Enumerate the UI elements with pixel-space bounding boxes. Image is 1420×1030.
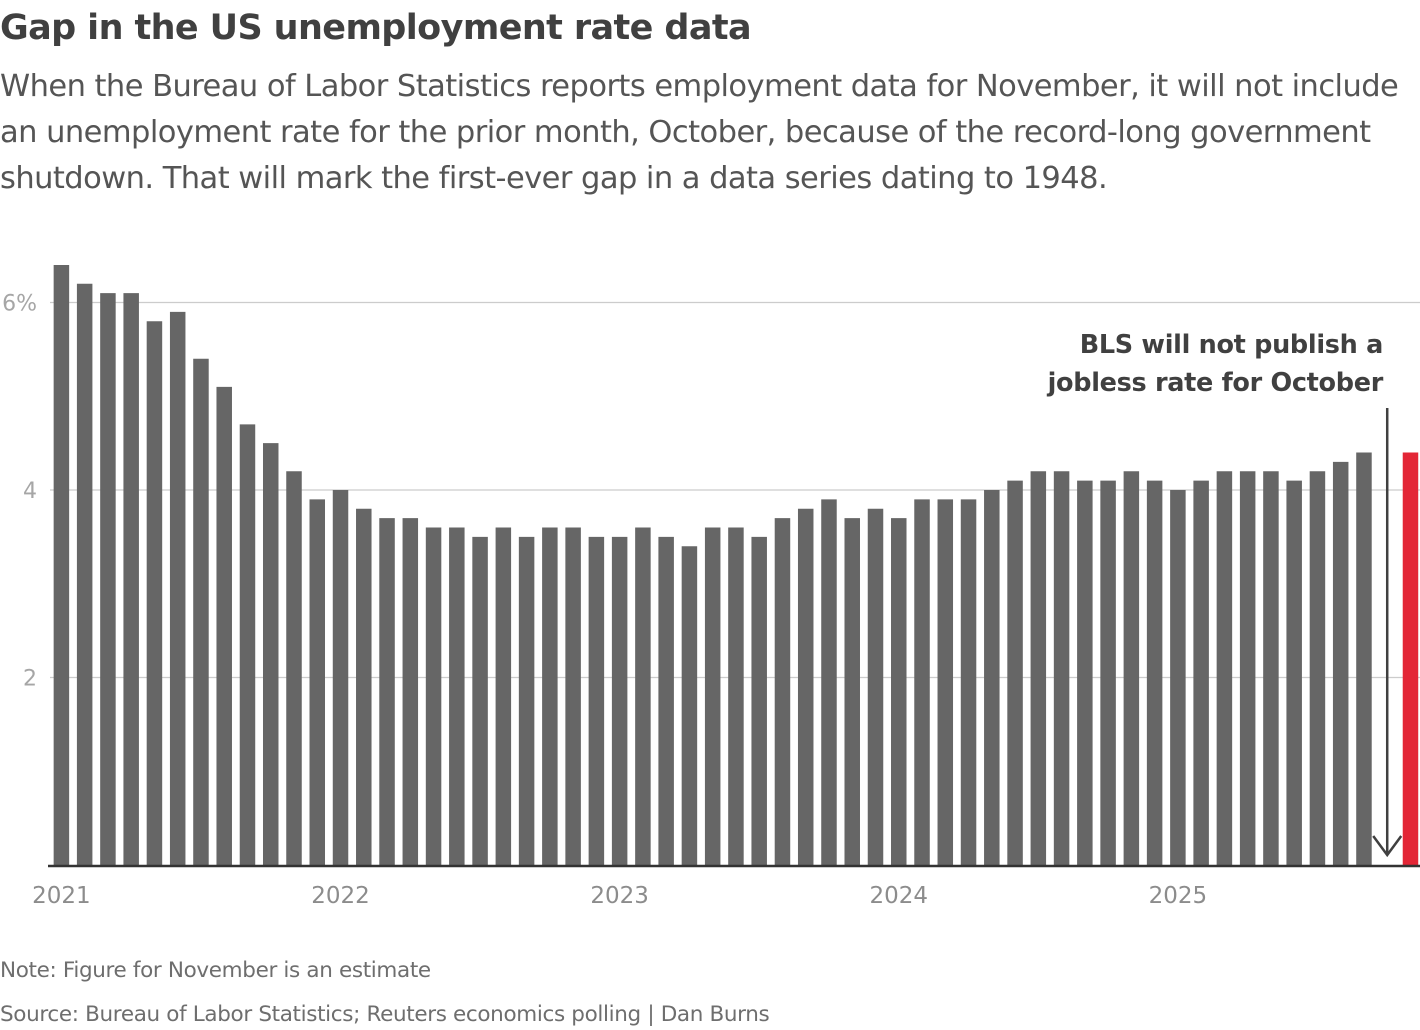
bar-jan-2024 [891, 518, 907, 865]
bar-may-2024 [984, 490, 1000, 865]
bar-dec-2024 [1146, 480, 1163, 865]
x-year-label-2021: 2021 [32, 883, 91, 909]
bar-apr-2025 [1239, 471, 1256, 865]
bar-jul-2022 [472, 536, 488, 865]
x-year-label-2023: 2023 [590, 883, 649, 909]
bar-jun-2025 [1286, 480, 1302, 865]
bar-aug-2024 [1053, 471, 1070, 865]
chart-note: Note: Figure for November is an estimate [0, 958, 431, 983]
bar-apr-2023 [681, 546, 698, 865]
x-axis-year-labels: 2021 2022 2023 2024 2025 [32, 883, 1207, 909]
bar-feb-2024 [914, 499, 930, 865]
bar-jul-2021 [193, 358, 209, 865]
bar-oct-2023 [821, 499, 837, 865]
y-axis-tick-labels: 2 4 6% [2, 292, 37, 692]
bar-dec-2021 [309, 499, 326, 865]
bars [53, 265, 1419, 865]
bar-feb-2025 [1193, 480, 1209, 865]
bar-nov-2025 [1402, 452, 1419, 865]
bar-may-2025 [1263, 471, 1279, 865]
bar-sep-2023 [797, 508, 814, 865]
bar-nov-2022 [565, 527, 581, 865]
bar-nov-2021 [286, 471, 302, 865]
bar-jan-2025 [1170, 490, 1186, 865]
bar-jul-2025 [1309, 471, 1326, 865]
annotation-arrow-head [1372, 835, 1403, 858]
bar-oct-2024 [1100, 480, 1116, 865]
y-tick-label-6: 6% [2, 292, 37, 317]
chart-title: Gap in the US unemployment rate data [0, 8, 752, 48]
bar-mar-2021 [100, 293, 116, 865]
bar-may-2023 [704, 527, 721, 865]
bar-apr-2024 [960, 499, 977, 865]
bar-sep-2025 [1356, 452, 1372, 865]
chart-source: Source: Bureau of Labor Statistics; Reut… [0, 1002, 770, 1027]
bar-feb-2023 [635, 527, 651, 865]
bar-dec-2023 [867, 508, 884, 865]
bar-apr-2022 [402, 518, 419, 865]
bar-jun-2022 [449, 527, 465, 865]
x-year-label-2024: 2024 [869, 883, 928, 909]
bar-apr-2021 [123, 293, 139, 865]
bar-jan-2022 [332, 490, 349, 865]
bar-jan-2023 [611, 536, 628, 865]
bar-jul-2023 [751, 536, 767, 865]
bar-mar-2024 [937, 499, 954, 865]
bar-nov-2024 [1123, 471, 1140, 865]
bar-aug-2023 [774, 518, 791, 865]
bar-sep-2021 [239, 424, 256, 865]
annotation: BLS will not publish a jobless rate for O… [1047, 330, 1403, 858]
bar-aug-2021 [216, 386, 232, 865]
bar-feb-2021 [76, 283, 93, 865]
bar-may-2021 [146, 321, 163, 865]
bar-aug-2025 [1332, 461, 1349, 865]
bar-jun-2023 [728, 527, 744, 865]
bar-oct-2022 [542, 527, 558, 865]
y-tick-label-4: 4 [23, 479, 37, 504]
bar-aug-2022 [495, 527, 512, 865]
chart-subtitle: When the Bureau of Labor Statistics repo… [0, 69, 1399, 196]
bar-jun-2021 [169, 311, 186, 865]
x-year-label-2025: 2025 [1149, 883, 1208, 909]
annotation-line-2: jobless rate for October [1047, 368, 1384, 398]
bar-feb-2022 [356, 508, 372, 865]
bar-mar-2023 [658, 536, 674, 865]
bar-sep-2022 [518, 536, 535, 865]
bar-nov-2023 [844, 518, 860, 865]
x-year-label-2022: 2022 [311, 883, 370, 909]
bar-may-2022 [425, 527, 442, 865]
annotation-line-1: BLS will not publish a [1080, 330, 1383, 360]
bar-sep-2024 [1077, 480, 1093, 865]
bar-dec-2022 [588, 536, 605, 865]
bar-chart: 2 4 6% 2021 2022 2023 2024 2025 BLS will not p… [2, 265, 1420, 909]
bar-oct-2021 [262, 443, 279, 865]
bar-mar-2025 [1216, 471, 1233, 865]
bar-jan-2021 [53, 265, 70, 865]
bar-jun-2024 [1007, 480, 1023, 865]
y-tick-label-2: 2 [23, 667, 37, 692]
bar-mar-2022 [379, 518, 395, 865]
bar-jul-2024 [1030, 471, 1047, 865]
